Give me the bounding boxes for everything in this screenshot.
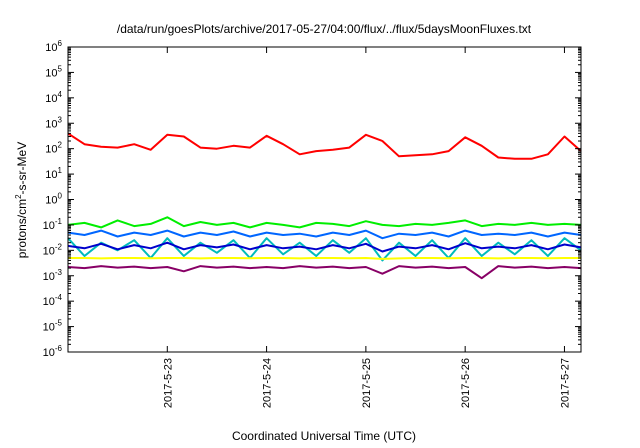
y-tick-label: 104 (45, 90, 62, 105)
y-axis-label-rest: -s-sr-MeV (15, 142, 29, 195)
y-tick-label: 100 (45, 192, 62, 207)
y-tick-base: 10 (43, 296, 55, 308)
y-tick-label: 10-6 (43, 344, 63, 359)
y-tick-base: 10 (43, 322, 55, 334)
y-axis: 10-610-510-410-310-210-11001011021031041… (43, 39, 581, 359)
y-tick-exponent: 0 (58, 192, 63, 201)
x-tick-label: 2017-5-24 (262, 358, 274, 408)
y-tick-exponent: 4 (58, 90, 63, 99)
y-tick-base: 10 (43, 245, 55, 257)
y-tick-label: 106 (45, 39, 62, 54)
y-tick-label: 105 (45, 64, 62, 79)
plot-frame (67, 46, 582, 353)
y-tick-base: 10 (43, 220, 55, 232)
chart-title: /data/run/goesPlots/archive/2017-05-27/0… (117, 22, 532, 36)
series-line-6 (68, 257, 581, 260)
y-tick-exponent: -6 (55, 344, 63, 353)
series-line-4 (67, 229, 582, 240)
y-tick-exponent: 5 (58, 64, 63, 73)
y-axis-label-base: protons/cm (15, 199, 29, 258)
y-tick-exponent: -2 (55, 242, 63, 251)
x-tick-label: 2017-5-26 (460, 358, 472, 408)
series-line-7 (67, 265, 582, 280)
y-tick-base: 10 (45, 67, 57, 79)
y-tick-exponent: 1 (58, 166, 63, 175)
y-tick-label: 10-1 (43, 217, 63, 232)
y-tick-base: 10 (45, 195, 57, 207)
y-tick-label: 10-2 (43, 242, 63, 257)
y-tick-base: 10 (45, 144, 57, 156)
y-tick-exponent: 3 (58, 115, 63, 124)
y-tick-exponent: -1 (55, 217, 63, 226)
x-tick-label: 2017-5-25 (361, 358, 373, 408)
y-tick-label: 10-3 (43, 268, 63, 283)
y-tick-label: 10-4 (43, 293, 63, 308)
series-group (67, 132, 582, 280)
series-line-1 (67, 132, 582, 160)
y-tick-label: 101 (45, 166, 62, 181)
y-tick-exponent: 2 (58, 141, 63, 150)
y-tick-exponent: 6 (58, 39, 63, 48)
y-tick-exponent: -4 (55, 293, 63, 302)
y-tick-base: 10 (45, 118, 57, 130)
x-tick-label: 2017-5-23 (162, 358, 174, 408)
y-tick-base: 10 (43, 271, 55, 283)
y-tick-base: 10 (45, 169, 57, 181)
series-line-2 (67, 216, 582, 229)
y-tick-exponent: -5 (55, 319, 63, 328)
y-tick-base: 10 (45, 93, 57, 105)
y-tick-exponent: -3 (55, 268, 63, 277)
y-tick-label: 102 (45, 141, 62, 156)
y-axis-label-sup: 2 (14, 194, 23, 199)
y-tick-base: 10 (45, 42, 57, 54)
y-axis-label: protons/cm2-s-sr-MeV (14, 142, 29, 258)
x-axis: 2017-5-23 2017-5-24 2017-5-25 2017-5-26 2017… (162, 47, 571, 408)
x-tick-label: 2017-5-27 (559, 358, 571, 408)
y-tick-label: 103 (45, 115, 62, 130)
x-axis-label: Coordinated Universal Time (UTC) (232, 429, 416, 443)
y-tick-label: 10-5 (43, 319, 63, 334)
y-tick-base: 10 (43, 347, 55, 359)
series-line-5 (67, 241, 582, 253)
